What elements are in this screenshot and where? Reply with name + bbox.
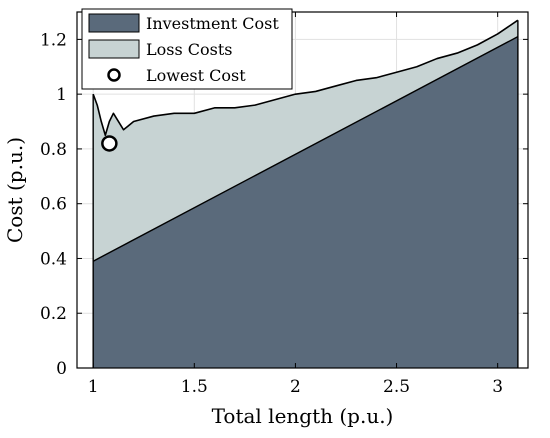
x-tick-label: 1.5 [181, 377, 208, 397]
y-tick-label: 0.4 [40, 249, 67, 269]
investment-cost-area [93, 36, 518, 369]
x-tick-label: 3 [492, 377, 503, 397]
y-tick-label: 0.6 [40, 195, 67, 215]
x-tick-label: 2 [290, 377, 301, 397]
y-tick-label: 1.2 [40, 30, 67, 50]
x-axis-label: Total length (p.u.) [212, 404, 394, 428]
legend-lowest-cost-swatch [107, 68, 121, 82]
legend: Investment Cost Loss Costs Lowest Cost [81, 8, 293, 90]
y-axis-label: Cost (p.u.) [3, 137, 27, 243]
plot-frame [76, 11, 529, 369]
area-series [92, 19, 519, 369]
marker-layer [101, 135, 118, 152]
y-tick-label: 0.2 [40, 304, 67, 324]
x-tick-label: 2.5 [383, 377, 410, 397]
legend-loss-costs-swatch [88, 39, 140, 59]
lowest-cost-marker [101, 135, 118, 152]
tick-labels: 1 1.5 2 2.5 3 0 0.2 0.4 0.6 0.8 1 1.2 [40, 30, 503, 397]
legend-investment-cost-label: Investment Cost [146, 14, 279, 33]
legend-loss-costs-label: Loss Costs [146, 40, 233, 59]
investment-cost-line [92, 36, 519, 262]
loss-costs-line [92, 19, 519, 137]
y-tick-label: 1 [56, 85, 67, 105]
x-tick-label: 1 [88, 377, 99, 397]
y-tick-label: 0.8 [40, 140, 67, 160]
y-tick-label: 0 [56, 359, 67, 379]
legend-investment-cost-swatch [88, 13, 140, 33]
legend-lowest-cost-label: Lowest Cost [146, 66, 246, 85]
